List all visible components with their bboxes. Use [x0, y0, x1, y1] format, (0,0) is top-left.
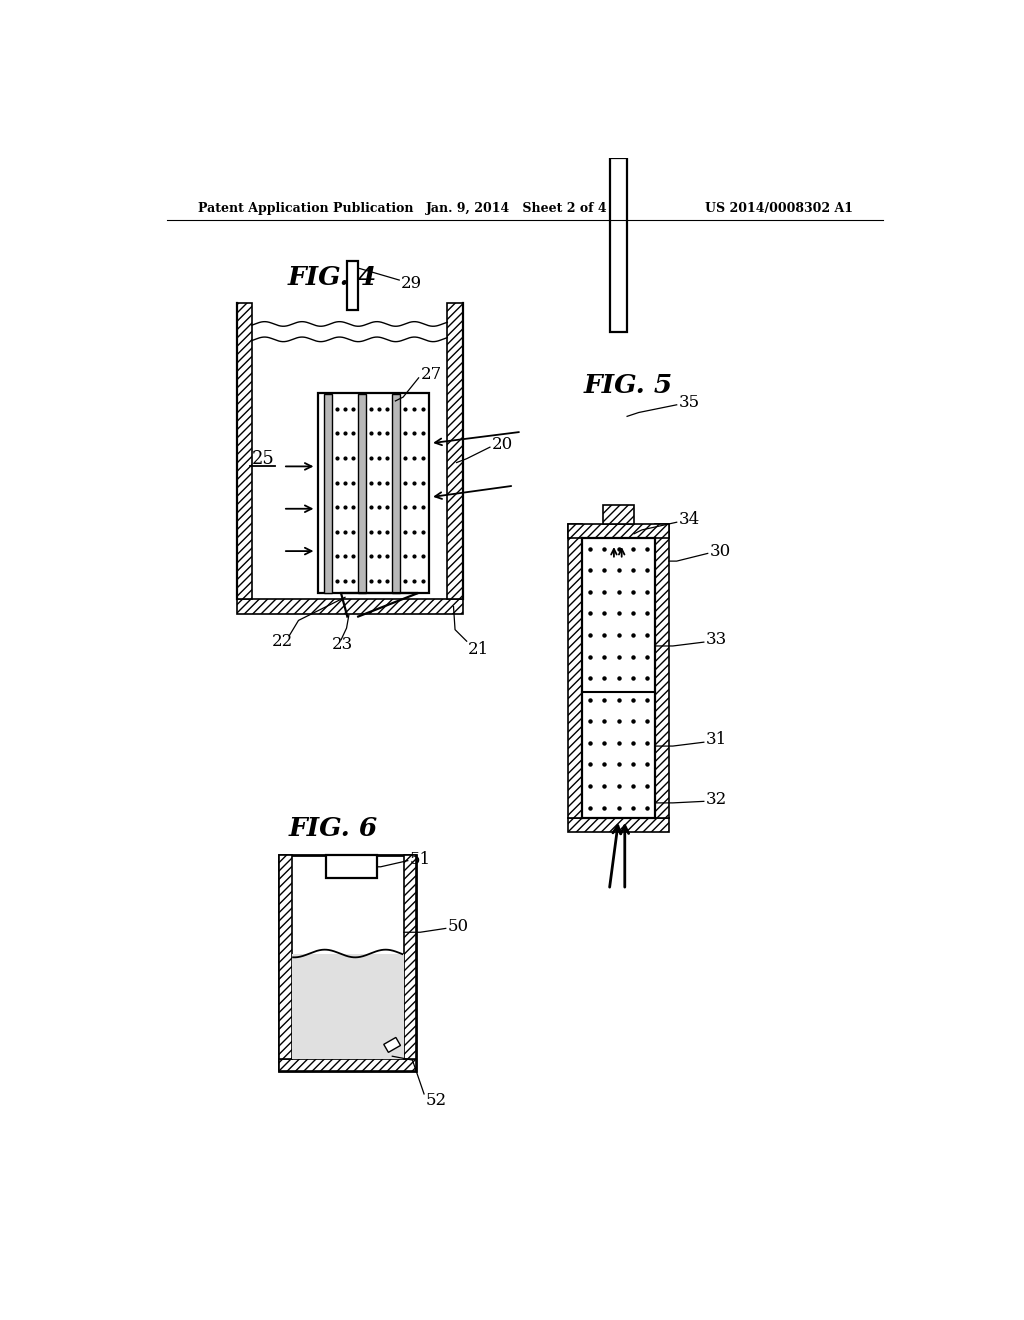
Text: 51: 51	[410, 850, 430, 867]
Text: 52: 52	[426, 1092, 446, 1109]
Text: 35: 35	[679, 393, 700, 411]
Text: 30: 30	[710, 543, 731, 560]
Bar	[384, 1038, 400, 1052]
Text: US 2014/0008302 A1: US 2014/0008302 A1	[706, 202, 853, 215]
Text: 34: 34	[678, 511, 699, 528]
Text: 21: 21	[468, 642, 489, 659]
Bar	[358, 395, 366, 593]
Bar	[280, 855, 292, 1059]
Bar	[603, 506, 634, 524]
Bar	[280, 1059, 417, 1071]
Text: 29: 29	[400, 275, 422, 292]
Bar	[392, 395, 400, 593]
Text: FIG. 4: FIG. 4	[287, 265, 377, 290]
Text: Jan. 9, 2014   Sheet 2 of 4: Jan. 9, 2014 Sheet 2 of 4	[426, 202, 608, 215]
Text: 31: 31	[707, 731, 727, 748]
Bar	[447, 304, 463, 599]
Bar	[237, 304, 252, 599]
Bar	[347, 261, 358, 310]
Text: 50: 50	[447, 917, 468, 935]
Bar	[568, 524, 669, 539]
Bar	[403, 855, 417, 1059]
Text: 23: 23	[332, 636, 353, 653]
Bar	[280, 855, 417, 1071]
Text: 32: 32	[707, 791, 727, 808]
Text: 22: 22	[272, 632, 294, 649]
Bar	[324, 395, 332, 593]
Bar	[568, 524, 583, 818]
Text: 20: 20	[493, 437, 513, 453]
Bar	[610, 158, 627, 331]
Bar	[317, 393, 429, 594]
Text: 25: 25	[252, 450, 274, 467]
Bar	[655, 524, 669, 818]
Bar	[292, 953, 403, 1059]
Text: FIG. 6: FIG. 6	[289, 816, 378, 841]
Text: Patent Application Publication: Patent Application Publication	[198, 202, 414, 215]
Bar	[237, 599, 463, 614]
Text: 27: 27	[421, 366, 442, 383]
Text: 33: 33	[707, 631, 727, 648]
Text: FIG. 5: FIG. 5	[584, 374, 673, 399]
Bar	[568, 818, 669, 832]
Bar	[327, 855, 377, 878]
